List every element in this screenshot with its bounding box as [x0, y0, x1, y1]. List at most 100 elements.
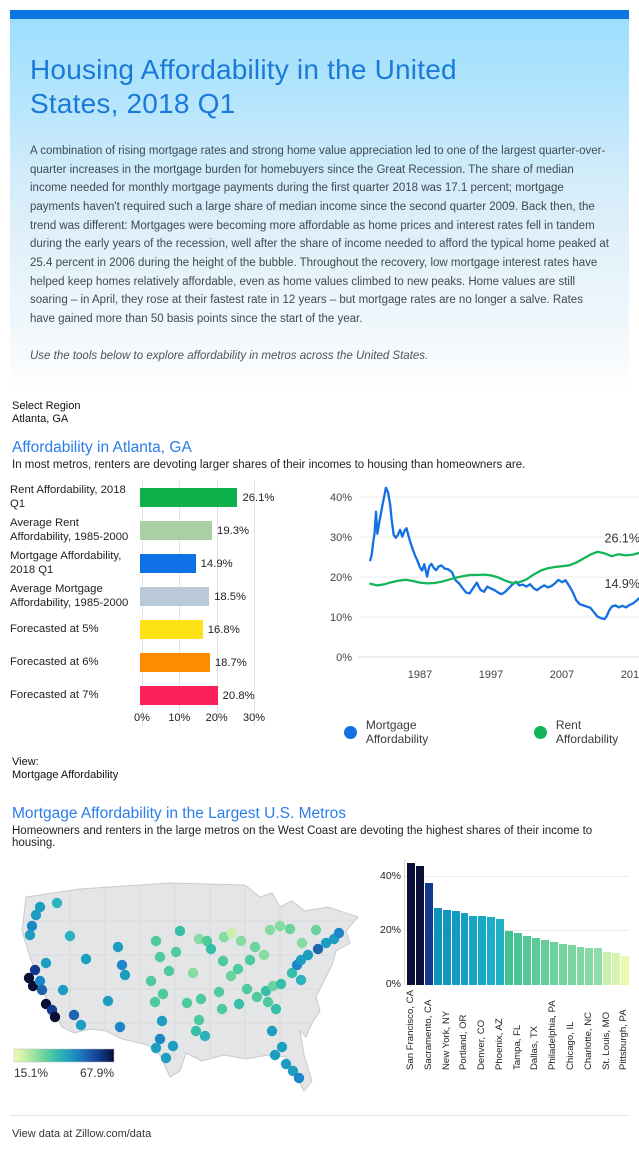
metro-dot[interactable]: [269, 1050, 281, 1061]
metro-dot[interactable]: [296, 938, 308, 949]
metro-dot[interactable]: [154, 952, 166, 963]
metro-dot[interactable]: [293, 1073, 305, 1084]
metro-dot[interactable]: [295, 975, 307, 986]
metro-dot[interactable]: [320, 938, 332, 949]
metro-dot[interactable]: [199, 1031, 211, 1042]
bar[interactable]: [140, 587, 210, 607]
metro-dot[interactable]: [251, 992, 263, 1003]
metro-dot[interactable]: [217, 956, 229, 967]
metro-dot[interactable]: [80, 954, 92, 965]
bar[interactable]: [442, 909, 451, 986]
metro-dot[interactable]: [286, 968, 298, 979]
select-region-dropdown[interactable]: Atlanta, GA: [12, 413, 69, 426]
bar[interactable]: [140, 653, 210, 673]
metro-dot[interactable]: [112, 942, 124, 953]
metro-dot[interactable]: [75, 1020, 87, 1031]
metro-dot[interactable]: [249, 942, 261, 953]
bar[interactable]: [594, 947, 603, 986]
bar[interactable]: [140, 554, 196, 574]
legend-mortgage[interactable]: Mortgage Affordability: [344, 718, 480, 746]
bar[interactable]: [531, 938, 540, 986]
metro-dot[interactable]: [193, 1015, 205, 1026]
metro-dot[interactable]: [226, 928, 238, 939]
metro-dot[interactable]: [29, 965, 41, 976]
metro-dot[interactable]: [160, 1053, 172, 1064]
metro-dot[interactable]: [266, 1026, 278, 1037]
atlanta-bar-chart[interactable]: Rent Affordability, 2018 Q1 26.1% Average …: [10, 481, 302, 746]
bar[interactable]: [549, 941, 558, 986]
metro-dot[interactable]: [49, 1012, 61, 1023]
metro-dot[interactable]: [68, 1010, 80, 1021]
bar[interactable]: [522, 936, 531, 986]
metro-dot[interactable]: [150, 1043, 162, 1054]
metro-dot[interactable]: [310, 925, 322, 936]
metro-dot[interactable]: [51, 898, 63, 909]
metro-dot[interactable]: [34, 902, 46, 913]
metro-dot[interactable]: [218, 932, 230, 943]
metro-dot[interactable]: [190, 1026, 202, 1037]
metro-dot[interactable]: [119, 970, 131, 981]
metro-dot[interactable]: [333, 928, 345, 939]
metro-dot[interactable]: [163, 966, 175, 977]
metro-dot[interactable]: [232, 964, 244, 975]
metro-dot[interactable]: [154, 1034, 166, 1045]
metro-dot[interactable]: [170, 947, 182, 958]
metro-dot[interactable]: [264, 925, 276, 936]
bar[interactable]: [407, 863, 415, 986]
metro-dot[interactable]: [34, 976, 46, 987]
metro-dot[interactable]: [30, 910, 42, 921]
bar[interactable]: [585, 947, 594, 986]
metro-dot[interactable]: [193, 934, 205, 945]
metro-dot[interactable]: [284, 924, 296, 935]
view-dropdown[interactable]: Mortgage Affordability: [12, 769, 119, 782]
metro-dot[interactable]: [258, 950, 270, 961]
metro-dot[interactable]: [225, 971, 237, 982]
bar[interactable]: [478, 916, 487, 986]
metro-bar-chart[interactable]: 0% 20% 40% San Francisco, CA Sacramento, CA…: [370, 859, 629, 1072]
metro-dot[interactable]: [156, 1016, 168, 1027]
bar[interactable]: [576, 946, 585, 986]
bar[interactable]: [451, 910, 460, 986]
bar[interactable]: [558, 943, 567, 986]
bar[interactable]: [487, 917, 496, 986]
bar[interactable]: [140, 686, 218, 706]
bar[interactable]: [433, 907, 442, 986]
metro-dot[interactable]: [213, 987, 225, 998]
bar[interactable]: [460, 912, 469, 986]
metro-dot[interactable]: [167, 1041, 179, 1052]
bar[interactable]: [505, 931, 514, 986]
bar[interactable]: [424, 883, 433, 986]
metro-dot[interactable]: [24, 930, 36, 941]
metro-dot[interactable]: [174, 926, 186, 937]
us-metro-map[interactable]: 15.1% 67.9%: [10, 859, 370, 1101]
metro-dot[interactable]: [150, 936, 162, 947]
footer-link[interactable]: View data at Zillow.com/data: [12, 1128, 152, 1141]
bar[interactable]: [540, 940, 549, 986]
metro-dot[interactable]: [216, 1004, 228, 1015]
metro-dot[interactable]: [274, 921, 286, 932]
metro-dot[interactable]: [57, 985, 69, 996]
metro-dot[interactable]: [187, 968, 199, 979]
metro-dot[interactable]: [195, 994, 207, 1005]
metro-dot[interactable]: [40, 958, 52, 969]
series-line[interactable]: [369, 487, 639, 621]
metro-dot[interactable]: [233, 999, 245, 1010]
metro-dot[interactable]: [157, 989, 169, 1000]
metro-dot[interactable]: [275, 979, 287, 990]
bar[interactable]: [140, 620, 203, 640]
bar[interactable]: [514, 933, 522, 986]
metro-dot[interactable]: [241, 984, 253, 995]
bar[interactable]: [415, 866, 424, 986]
metro-dot[interactable]: [244, 955, 256, 966]
metro-dot[interactable]: [26, 921, 38, 932]
bar[interactable]: [496, 919, 505, 986]
series-line[interactable]: [369, 551, 639, 587]
metro-dot[interactable]: [205, 944, 217, 955]
metro-dot[interactable]: [102, 996, 114, 1007]
metro-dot[interactable]: [262, 997, 274, 1008]
bar[interactable]: [140, 521, 213, 541]
metro-dot[interactable]: [267, 981, 279, 992]
metro-dot[interactable]: [64, 931, 76, 942]
metro-dot[interactable]: [270, 1004, 282, 1015]
metro-dot[interactable]: [149, 997, 161, 1008]
